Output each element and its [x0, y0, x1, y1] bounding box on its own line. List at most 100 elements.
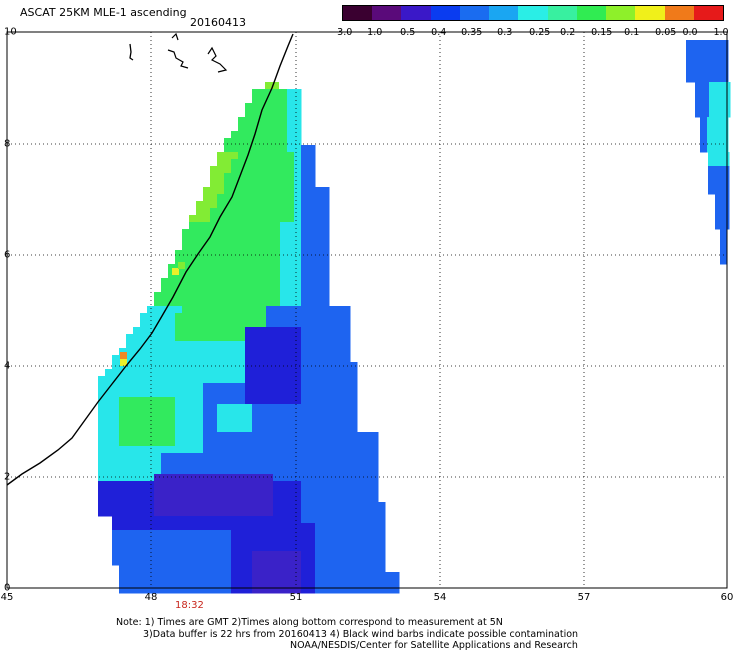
swath-cell: [329, 446, 337, 454]
swath-cell: [280, 334, 288, 342]
swath-cell: [196, 502, 204, 510]
swath-cell: [364, 544, 372, 552]
swath-cell: [294, 579, 302, 587]
swath-cell: [252, 299, 260, 307]
swath-cell: [154, 404, 162, 412]
swath-cell: [266, 572, 274, 580]
swath-cell: [708, 173, 716, 181]
swath-cell: [147, 362, 155, 370]
swath-cell: [693, 75, 701, 83]
swath-cell: [203, 537, 211, 545]
swath-cell: [119, 383, 127, 391]
swath-cell: [147, 572, 155, 580]
swath-cell: [133, 404, 141, 412]
swath-cell: [140, 376, 148, 384]
swath-cell: [175, 523, 183, 531]
swath-cell: [147, 558, 155, 566]
swath-cell: [294, 201, 302, 209]
swath-cell: [112, 460, 120, 468]
swath-cell: [182, 257, 190, 265]
swath-cell: [231, 481, 239, 489]
swath-cell: [133, 516, 141, 524]
swath-cell: [308, 390, 316, 398]
swath-cell: [266, 208, 274, 216]
swath-cell: [259, 572, 267, 580]
swath-cell: [161, 579, 169, 587]
swath-cell: [329, 558, 337, 566]
swath-cell: [147, 495, 155, 503]
swath-cell: [182, 446, 190, 454]
swath-cell: [119, 453, 127, 461]
swath-cell: [168, 369, 176, 377]
swath-cell: [133, 355, 141, 363]
swath-cell: [287, 418, 295, 426]
swath-cell: [189, 355, 197, 363]
swath-cell: [224, 397, 232, 405]
swath-cell: [329, 551, 337, 559]
swath-cell: [119, 509, 127, 517]
swath-cell: [280, 96, 288, 104]
swath-cell: [336, 544, 344, 552]
swath-cell: [210, 306, 218, 314]
swath-cell: [196, 404, 204, 412]
swath-cell: [210, 474, 218, 482]
swath-cell: [343, 425, 351, 433]
swath-cell: [210, 208, 218, 216]
swath-cell: [259, 551, 267, 559]
swath-cell: [147, 306, 155, 314]
swath-cell: [224, 551, 232, 559]
swath-cell: [301, 425, 309, 433]
swath-cell: [168, 299, 176, 307]
swath-cell: [147, 586, 155, 594]
swath-cell: [259, 264, 267, 272]
swath-cell: [203, 194, 211, 202]
swath-cell: [343, 390, 351, 398]
swath-cell: [721, 61, 729, 69]
swath-cell: [720, 229, 728, 237]
swath-cell: [315, 397, 323, 405]
swath-cell: [105, 397, 113, 405]
swath-cell: [280, 145, 288, 153]
swath-cell: [266, 446, 274, 454]
swath-cell: [154, 509, 162, 517]
swath-cell: [161, 313, 169, 321]
swath-cell: [336, 460, 344, 468]
swath-cell: [231, 474, 239, 482]
swath-cell: [252, 285, 260, 293]
swath-cell: [294, 152, 302, 160]
swath-cell: [154, 544, 162, 552]
swath-cell: [231, 572, 239, 580]
swath-cell: [322, 369, 330, 377]
swath-cell: [336, 376, 344, 384]
swath-cell: [343, 544, 351, 552]
island-coast-2: [167, 49, 189, 69]
swath-cell: [210, 313, 218, 321]
swath-cell: [357, 530, 365, 538]
swath-cell: [322, 229, 330, 237]
swath-cell: [273, 180, 281, 188]
swath-cell: [238, 411, 246, 419]
swath-cell: [224, 229, 232, 237]
swath-cell: [245, 453, 253, 461]
swath-cell: [378, 558, 386, 566]
swath-cell: [686, 75, 694, 83]
swath-cell: [133, 537, 141, 545]
swath-cell: [252, 313, 260, 321]
swath-cell: [280, 397, 288, 405]
swath-cell: [182, 432, 190, 440]
swath-cell: [238, 208, 246, 216]
swath-cell: [259, 271, 267, 279]
swath-cell: [210, 264, 218, 272]
swath-cell: [722, 180, 730, 188]
swath-cell: [259, 320, 267, 328]
swath-cell: [175, 460, 183, 468]
swath-cell: [210, 558, 218, 566]
swath-cell: [287, 537, 295, 545]
x-tick-label: 54: [433, 592, 447, 603]
swath-cell: [287, 201, 295, 209]
swath-cell: [238, 481, 246, 489]
swath-cell: [147, 544, 155, 552]
swath-cell: [252, 572, 260, 580]
swath-cell: [273, 341, 281, 349]
swath-cell: [238, 320, 246, 328]
